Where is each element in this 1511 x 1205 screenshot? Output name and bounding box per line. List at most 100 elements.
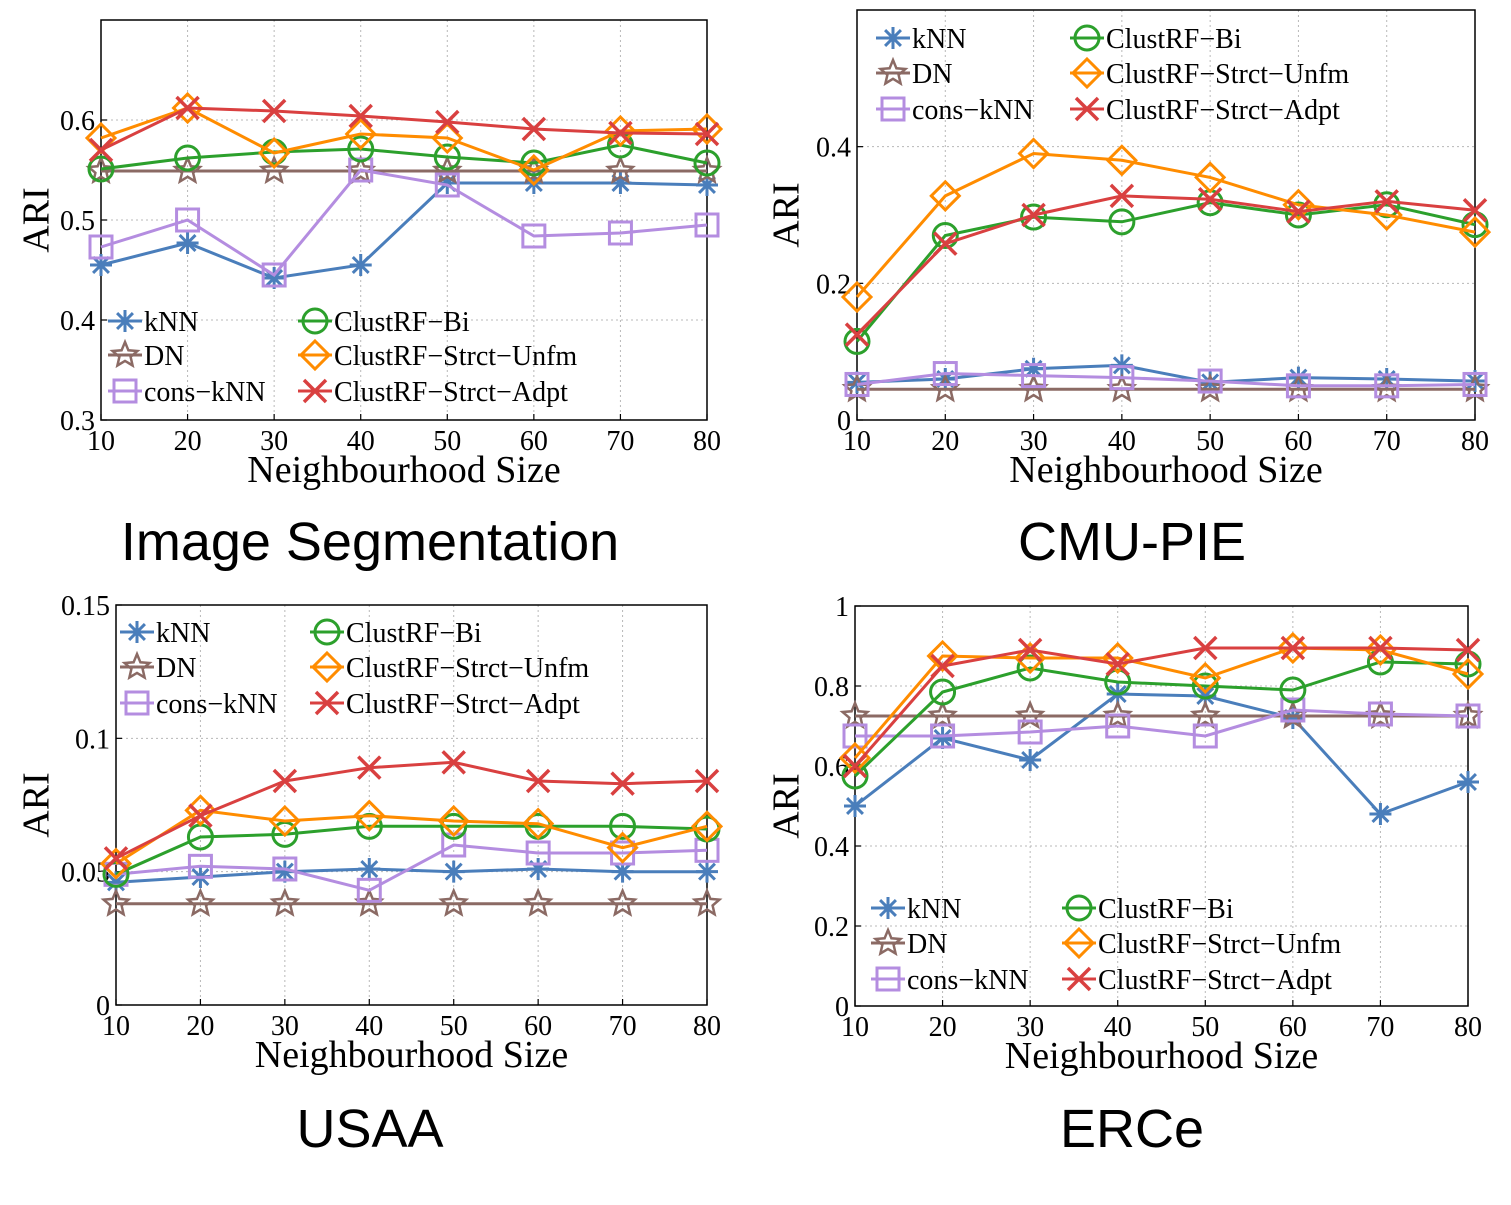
legend-marker-cons-knn bbox=[112, 378, 138, 404]
data-point-knn bbox=[527, 858, 550, 880]
series-knn bbox=[90, 172, 718, 289]
data-point-clustrf-strct-adpt bbox=[608, 120, 633, 146]
data-point-knn bbox=[1194, 685, 1217, 707]
data-point-clustrf-strct-adpt bbox=[694, 768, 720, 794]
data-point-dn bbox=[1364, 699, 1396, 730]
data-point-dn bbox=[1189, 699, 1221, 730]
data-point-dn bbox=[927, 699, 959, 730]
data-point-dn bbox=[607, 887, 638, 917]
series-line-knn bbox=[854, 692, 1469, 816]
data-point-clustrf-bi bbox=[87, 155, 115, 183]
y-tick-label: 0 bbox=[837, 406, 851, 437]
data-point-clustrf-strct-adpt bbox=[435, 109, 460, 135]
legend-label-clustrf-bi: ClustRF−Bi bbox=[1098, 894, 1234, 925]
data-point-cons-knn bbox=[525, 840, 551, 866]
x-tick-label: 80 bbox=[1454, 1012, 1482, 1043]
y-tick-label: 0.6 bbox=[60, 106, 95, 137]
x-tick-label: 80 bbox=[693, 426, 721, 457]
data-point-cons-knn bbox=[1109, 365, 1135, 391]
x-tick-label: 10 bbox=[102, 1011, 130, 1042]
data-point-dn bbox=[438, 887, 470, 917]
legend-label-clustrf-strct-unfm: ClustRF−Strct−Unfm bbox=[1106, 59, 1349, 90]
x-tick-label: 60 bbox=[520, 426, 548, 457]
data-point-clustrf-strct-unfm bbox=[929, 179, 962, 212]
data-point-clustrf-strct-adpt bbox=[1105, 651, 1130, 677]
x-tick-label: 20 bbox=[174, 426, 202, 457]
data-point-clustrf-strct-adpt bbox=[1193, 635, 1218, 661]
legend-label-clustrf-strct-adpt: ClustRF−Strct−Adpt bbox=[346, 689, 580, 720]
legend-label-clustrf-strct-unfm: ClustRF−Strct−Unfm bbox=[346, 653, 589, 684]
data-point-cons-knn bbox=[1367, 701, 1393, 727]
x-tick-label: 10 bbox=[843, 426, 871, 457]
legend-marker-cons-knn bbox=[875, 966, 901, 992]
data-point-clustrf-strct-unfm bbox=[1105, 144, 1138, 177]
x-tick-label: 30 bbox=[1016, 1012, 1044, 1043]
legend-label-knn: kNN bbox=[156, 618, 210, 649]
data-point-knn bbox=[442, 860, 465, 883]
data-point-clustrf-strct-adpt bbox=[844, 322, 870, 347]
data-point-clustrf-strct-adpt bbox=[441, 750, 466, 775]
data-point-clustrf-bi bbox=[1284, 201, 1312, 229]
data-point-cons-knn bbox=[1374, 373, 1400, 399]
x-tick-label: 10 bbox=[841, 1012, 869, 1043]
legend-label-clustrf-strct-adpt: ClustRF−Strct−Adpt bbox=[1098, 965, 1332, 996]
x-axis-label: Neighbourhood Size bbox=[1009, 449, 1322, 491]
data-point-clustrf-bi bbox=[693, 149, 721, 177]
x-tick-label: 70 bbox=[606, 426, 634, 457]
legend: kNN DN cons−kNN ClustRF−Bi ClustRF−Strct−Unf… bbox=[876, 24, 1349, 126]
data-point-cons-knn bbox=[521, 223, 547, 249]
data-point-knn bbox=[273, 860, 296, 883]
data-point-clustrf-strct-adpt bbox=[930, 653, 955, 679]
x-tick-label: 80 bbox=[693, 1011, 721, 1042]
series-line-clustrf-bi bbox=[855, 201, 1476, 343]
data-point-knn bbox=[349, 254, 372, 276]
data-point-clustrf-strct-adpt bbox=[694, 121, 720, 147]
legend-marker-knn bbox=[877, 897, 899, 919]
panel-usaa: 10 20 30 40 50 60 70 8000.050.10.15Neighbourhoo… bbox=[16, 591, 724, 1076]
data-point-cons-knn bbox=[930, 723, 956, 749]
data-point-cons-knn bbox=[1455, 703, 1481, 729]
y-tick-label: 0.4 bbox=[816, 133, 851, 164]
legend-label-dn: DN bbox=[156, 653, 196, 684]
data-point-clustrf-strct-unfm bbox=[258, 136, 291, 170]
data-point-knn bbox=[90, 254, 112, 276]
series-line-clustrf-strct-unfm bbox=[100, 106, 708, 172]
data-point-clustrf-strct-unfm bbox=[171, 91, 204, 125]
data-point-knn bbox=[931, 727, 954, 749]
data-point-cons-knn bbox=[842, 723, 868, 749]
legend-marker-clustrf-bi bbox=[313, 618, 341, 646]
x-tick-label: 20 bbox=[931, 426, 959, 457]
series-dn bbox=[100, 887, 723, 917]
series-clustrf-bi bbox=[843, 189, 1489, 355]
data-point-dn bbox=[1018, 373, 1049, 403]
data-point-clustrf-strct-adpt bbox=[348, 103, 373, 129]
x-tick-label: 50 bbox=[1196, 426, 1224, 457]
y-axis-label: ARI bbox=[766, 182, 808, 247]
data-point-cons-knn bbox=[607, 220, 633, 246]
x-tick-label: 80 bbox=[1461, 426, 1489, 457]
y-tick-label: 0.4 bbox=[814, 832, 849, 863]
data-point-cons-knn bbox=[1021, 363, 1047, 389]
data-point-clustrf-strct-adpt bbox=[610, 771, 635, 796]
data-point-dn bbox=[269, 887, 301, 917]
data-point-clustrf-bi bbox=[1191, 672, 1219, 700]
series-clustrf-strct-unfm bbox=[840, 137, 1492, 314]
data-point-cons-knn bbox=[1192, 723, 1218, 749]
series-line-clustrf-strct-adpt bbox=[100, 106, 708, 152]
data-point-dn bbox=[604, 154, 636, 185]
series-dn bbox=[839, 699, 1484, 730]
data-point-knn bbox=[1022, 357, 1045, 380]
y-tick-label: 1 bbox=[835, 592, 849, 623]
data-point-clustrf-strct-unfm bbox=[353, 799, 386, 832]
data-point-clustrf-strct-unfm bbox=[1451, 657, 1485, 691]
data-point-knn bbox=[105, 871, 127, 894]
data-point-knn bbox=[696, 860, 718, 883]
y-axis-label: ARI bbox=[16, 772, 58, 837]
data-point-clustrf-bi bbox=[843, 327, 871, 355]
data-point-cons-knn bbox=[356, 877, 382, 903]
y-axis-label: ARI bbox=[16, 187, 58, 252]
data-point-clustrf-strct-unfm bbox=[840, 280, 874, 314]
data-point-clustrf-strct-adpt bbox=[933, 231, 958, 256]
series-line-knn bbox=[856, 363, 1476, 384]
legend-label-clustrf-strct-unfm: ClustRF−Strct−Unfm bbox=[1098, 929, 1341, 960]
